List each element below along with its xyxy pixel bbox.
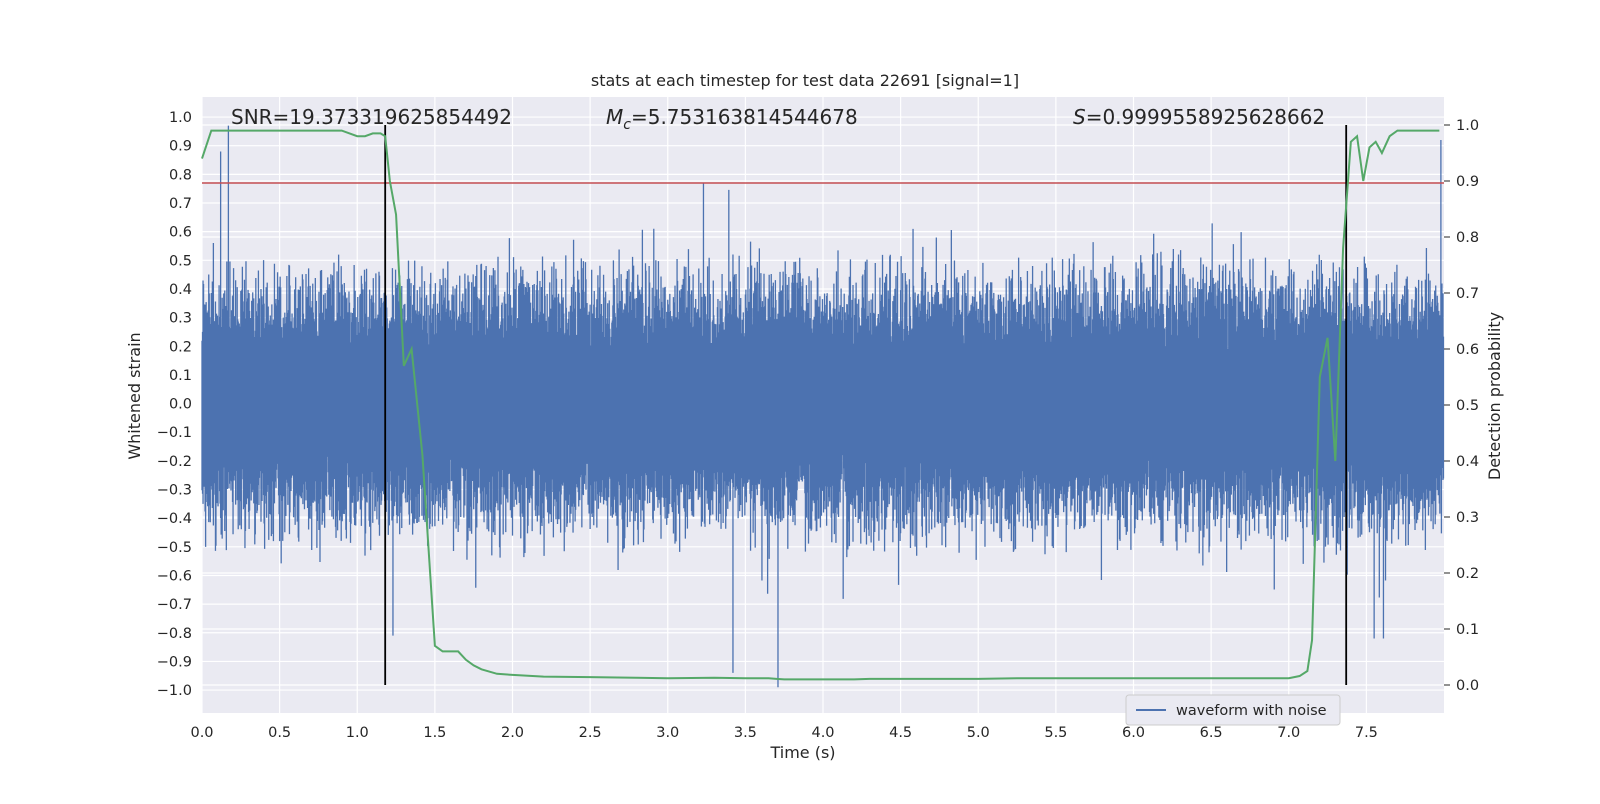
x-tick-label: 0.0 bbox=[190, 725, 213, 741]
legend: waveform with noise bbox=[1125, 694, 1341, 726]
y-right-axis-label: Detection probability bbox=[1485, 312, 1504, 480]
y-right-tick-label: 0.8 bbox=[1456, 230, 1479, 246]
y-left-tick-label: −0.4 bbox=[157, 511, 192, 527]
y-right-tick-label: 0.5 bbox=[1456, 398, 1479, 414]
y-left-tick-label: 0.2 bbox=[169, 339, 192, 355]
x-tick-label: 1.0 bbox=[346, 725, 369, 741]
mc-subscript: c bbox=[623, 117, 631, 133]
waveform-series bbox=[201, 125, 1445, 688]
y-left-tick-label: 0.7 bbox=[169, 196, 192, 212]
y-right-tick-label: 0.4 bbox=[1456, 454, 1479, 470]
y-right-tick-label: 0.3 bbox=[1456, 510, 1479, 526]
x-tick-label: 6.5 bbox=[1200, 725, 1223, 741]
y-right-tick-label: 0.1 bbox=[1456, 622, 1479, 638]
y-left-tick-label: −0.3 bbox=[157, 483, 192, 499]
y-left-tick-label: 0.5 bbox=[169, 253, 192, 269]
y-right-tick-label: 0.7 bbox=[1456, 286, 1479, 302]
y-left-tick-label: 0.0 bbox=[169, 397, 192, 413]
x-tick-label: 3.0 bbox=[656, 725, 679, 741]
y-left-tick-label: −0.6 bbox=[157, 568, 192, 584]
x-tick-label: 7.5 bbox=[1355, 725, 1378, 741]
legend-box bbox=[1125, 694, 1341, 726]
y-left-tick-label: −0.5 bbox=[157, 540, 192, 556]
score-annotation: S=0.9999558925628662 bbox=[1073, 105, 1325, 129]
y-left-tick-labels: 1.0 0.9 0.8 0.7 0.6 0.5 0.4 0.3 0.2 0.1 0.0 −0.1 −0.… bbox=[157, 110, 192, 699]
y-left-tick-label: 0.9 bbox=[169, 139, 192, 155]
y-left-tick-label: 0.6 bbox=[169, 225, 192, 241]
x-tick-label: 7.0 bbox=[1277, 725, 1300, 741]
x-tick-label: 0.5 bbox=[268, 725, 291, 741]
s-value: =0.9999558925628662 bbox=[1086, 105, 1325, 129]
chart-title: stats at each timestep for test data 226… bbox=[591, 71, 1019, 90]
y-right-tick-label: 1.0 bbox=[1456, 118, 1479, 134]
y-left-tick-label: 0.4 bbox=[169, 282, 192, 298]
y-left-tick-label: −0.7 bbox=[157, 597, 192, 613]
x-tick-label: 5.5 bbox=[1044, 725, 1067, 741]
y-left-axis-label: Whitened strain bbox=[125, 332, 144, 459]
x-tick-label: 5.0 bbox=[967, 725, 990, 741]
x-axis-label: Time (s) bbox=[769, 743, 835, 762]
mc-value: =5.753163814544678 bbox=[631, 105, 858, 129]
y-left-tick-label: −0.2 bbox=[157, 454, 192, 470]
mc-symbol: M bbox=[606, 105, 623, 129]
y-left-tick-label: −0.8 bbox=[157, 626, 192, 642]
x-tick-label: 2.5 bbox=[579, 725, 602, 741]
y-left-tick-label: 0.1 bbox=[169, 368, 192, 384]
detection-probability-line bbox=[201, 129, 1440, 681]
y-left-tick-label: 0.8 bbox=[169, 167, 192, 183]
x-tick-label: 4.5 bbox=[889, 725, 912, 741]
x-tick-label: 6.0 bbox=[1122, 725, 1145, 741]
s-symbol: S bbox=[1073, 105, 1086, 129]
snr-annotation: SNR=19.373319625854492 bbox=[231, 105, 512, 129]
waveform-trace bbox=[201, 125, 1445, 688]
y-right-tick-label: 0.9 bbox=[1456, 174, 1479, 190]
chirp-mass-annotation: Mc=5.753163814544678 bbox=[606, 105, 858, 133]
y-right-tick-labels: 1.0 0.9 0.8 0.7 0.6 0.5 0.4 0.3 0.2 0.1 0.0 bbox=[1444, 118, 1479, 694]
y-left-tick-label: 1.0 bbox=[169, 110, 192, 126]
y-left-tick-label: −1.0 bbox=[157, 683, 192, 699]
y-left-tick-label: −0.1 bbox=[157, 425, 192, 441]
x-tick-label: 4.0 bbox=[811, 725, 834, 741]
legend-label: waveform with noise bbox=[1176, 703, 1327, 719]
y-left-tick-label: −0.9 bbox=[157, 654, 192, 670]
x-tick-label: 3.5 bbox=[734, 725, 757, 741]
x-tick-label: 1.5 bbox=[423, 725, 446, 741]
y-right-tick-label: 0.2 bbox=[1456, 566, 1479, 582]
y-right-tick-label: 0.6 bbox=[1456, 342, 1479, 358]
x-tick-label: 2.0 bbox=[501, 725, 524, 741]
x-tick-labels: 0.0 0.5 1.0 1.5 2.0 2.5 3.0 3.5 4.0 4.5 5.0 5.5 6.0 6… bbox=[190, 725, 1377, 741]
y-left-tick-label: 0.3 bbox=[169, 311, 192, 327]
y-right-tick-label: 0.0 bbox=[1456, 678, 1479, 694]
